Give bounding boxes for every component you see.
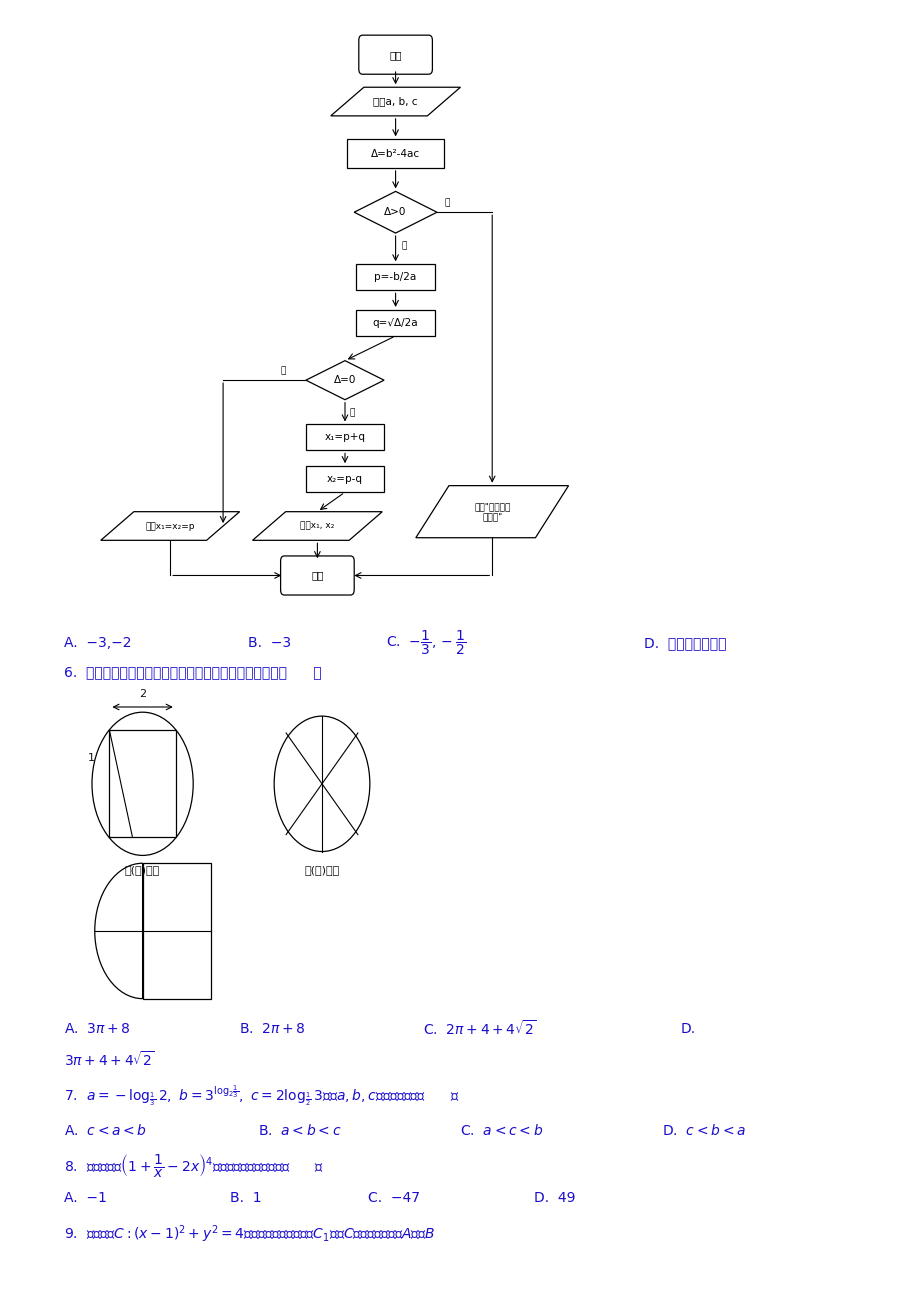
Text: x₁=p+q: x₁=p+q — [324, 432, 365, 443]
Bar — [306, 466, 384, 492]
Text: 否: 否 — [444, 199, 449, 208]
Text: Δ>0: Δ>0 — [384, 207, 406, 217]
Text: 9.  已知以圆$C:(x-1)^2+y^2=4$的圆心为焦点的抛物线$C_1$与圆$C$在第一象限交于$A$点，$B$: 9. 已知以圆$C:(x-1)^2+y^2=4$的圆心为焦点的抛物线$C_1$与… — [64, 1224, 436, 1245]
FancyBboxPatch shape — [280, 556, 354, 595]
Bar — [357, 264, 435, 290]
Polygon shape — [101, 512, 239, 540]
Polygon shape — [331, 87, 460, 116]
Text: 侧(左)视图: 侧(左)视图 — [304, 865, 339, 875]
Text: Δ=0: Δ=0 — [334, 375, 356, 385]
Text: C.  −47: C. −47 — [368, 1191, 420, 1204]
Text: A.  −3,−2: A. −3,−2 — [64, 637, 131, 650]
Text: 2: 2 — [139, 689, 146, 699]
Text: 输出x₁, x₂: 输出x₁, x₂ — [300, 522, 335, 530]
Text: D.: D. — [680, 1022, 695, 1035]
Text: B.  $2\pi+8$: B. $2\pi+8$ — [239, 1022, 306, 1035]
Text: 是: 是 — [401, 242, 406, 251]
Text: A.  $c<a<b$: A. $c<a<b$ — [64, 1122, 147, 1138]
Text: 7.  $a=-\log_{\frac{1}{3}}2,\ b=3^{\log_2\!\frac{1}{3}},\ c=2\log_{\frac{1}{2}}3: 7. $a=-\log_{\frac{1}{3}}2,\ b=3^{\log_2… — [64, 1083, 460, 1109]
Text: C.  $2\pi+4+4\sqrt{2}$: C. $2\pi+4+4\sqrt{2}$ — [423, 1019, 537, 1038]
Text: D.  $c<b<a$: D. $c<b<a$ — [662, 1122, 745, 1138]
Text: C.  $a<c<b$: C. $a<c<b$ — [460, 1122, 542, 1138]
Text: B.  −3: B. −3 — [248, 637, 291, 650]
FancyBboxPatch shape — [358, 35, 432, 74]
Text: 正(主)视图: 正(主)视图 — [125, 865, 160, 875]
Text: Δ=b²-4ac: Δ=b²-4ac — [370, 148, 420, 159]
Text: 8.  已知二项式$\left(1+\dfrac{1}{x}-2x\right)^4$，则展开式的常数项为（      ）: 8. 已知二项式$\left(1+\dfrac{1}{x}-2x\right)^… — [64, 1152, 324, 1178]
Polygon shape — [354, 191, 437, 233]
Text: C.  $-\dfrac{1}{3},-\dfrac{1}{2}$: C. $-\dfrac{1}{3},-\dfrac{1}{2}$ — [386, 629, 466, 658]
Text: p=-b/2a: p=-b/2a — [374, 272, 416, 283]
Bar — [347, 139, 444, 168]
Text: 6.  某几何体的三视图如图所示，则该几何体的表面积为（      ）: 6. 某几何体的三视图如图所示，则该几何体的表面积为（ ） — [64, 665, 322, 678]
Text: 输出x₁=x₂=p: 输出x₁=x₂=p — [145, 522, 195, 530]
Text: q=√Δ/2a: q=√Δ/2a — [372, 318, 418, 328]
Text: 结束: 结束 — [311, 570, 323, 581]
Text: A.  −1: A. −1 — [64, 1191, 108, 1204]
Polygon shape — [252, 512, 382, 540]
Text: D.  49: D. 49 — [533, 1191, 574, 1204]
Text: 输出"方程没有
实数根": 输出"方程没有 实数根" — [473, 503, 510, 521]
Text: D.  方程没有实数根: D. 方程没有实数根 — [643, 637, 726, 650]
Bar — [357, 310, 435, 336]
Polygon shape — [306, 361, 384, 400]
Text: 开始: 开始 — [389, 49, 402, 60]
Text: 是: 是 — [280, 367, 285, 376]
Text: 1: 1 — [87, 753, 95, 763]
Text: 输入a, b, c: 输入a, b, c — [373, 96, 417, 107]
Text: B.  $a<b<c$: B. $a<b<c$ — [257, 1122, 341, 1138]
Text: 否: 否 — [349, 409, 355, 418]
Polygon shape — [415, 486, 568, 538]
Bar — [306, 424, 384, 450]
Text: x₂=p-q: x₂=p-q — [326, 474, 363, 484]
Text: $3\pi+4+4\sqrt{2}$: $3\pi+4+4\sqrt{2}$ — [64, 1051, 155, 1069]
Text: B.  1: B. 1 — [230, 1191, 261, 1204]
Bar — [109, 730, 176, 837]
Text: A.  $3\pi+8$: A. $3\pi+8$ — [64, 1022, 131, 1035]
Bar — [142, 863, 210, 999]
